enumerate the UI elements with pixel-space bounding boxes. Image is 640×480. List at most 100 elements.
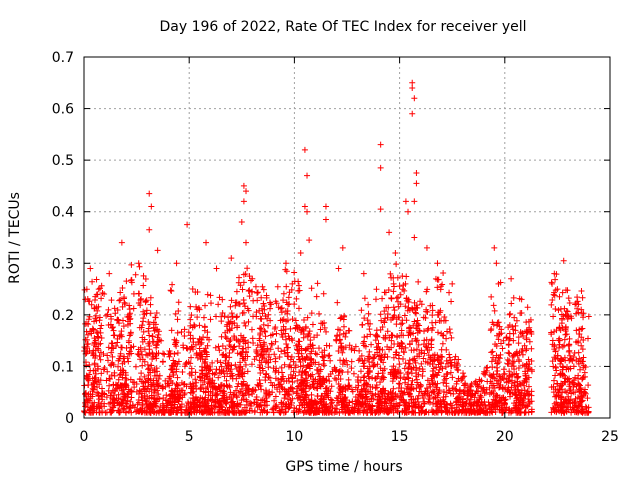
data-point bbox=[183, 345, 190, 352]
data-point bbox=[398, 339, 405, 346]
data-point bbox=[405, 208, 412, 215]
data-point bbox=[127, 388, 134, 395]
data-point bbox=[264, 345, 271, 352]
data-point bbox=[366, 326, 373, 333]
data-point bbox=[189, 380, 196, 387]
data-point bbox=[282, 336, 289, 343]
data-point bbox=[219, 296, 226, 303]
data-point bbox=[271, 351, 278, 358]
data-point bbox=[381, 289, 388, 296]
data-point bbox=[236, 338, 243, 345]
data-point bbox=[83, 396, 90, 403]
data-point bbox=[424, 377, 431, 384]
data-point bbox=[453, 360, 460, 367]
data-point bbox=[368, 341, 375, 348]
data-point bbox=[548, 409, 555, 416]
data-point bbox=[149, 333, 156, 340]
data-point bbox=[139, 318, 146, 325]
data-point bbox=[391, 307, 398, 314]
data-point bbox=[357, 377, 364, 384]
data-point bbox=[496, 394, 503, 401]
data-point bbox=[278, 376, 285, 383]
data-point bbox=[175, 358, 182, 365]
data-point bbox=[325, 373, 332, 380]
data-point bbox=[399, 340, 406, 347]
data-point bbox=[373, 344, 380, 351]
data-point bbox=[584, 335, 591, 342]
data-point bbox=[455, 409, 462, 416]
data-point bbox=[506, 350, 513, 357]
data-point bbox=[382, 395, 389, 402]
data-point bbox=[413, 325, 420, 332]
data-point bbox=[122, 384, 129, 391]
data-point bbox=[311, 334, 318, 341]
data-point bbox=[358, 307, 365, 314]
data-point bbox=[398, 321, 405, 328]
data-point bbox=[88, 330, 95, 337]
data-point bbox=[515, 365, 522, 372]
data-point bbox=[566, 335, 573, 342]
data-point bbox=[364, 333, 371, 340]
data-point bbox=[194, 288, 201, 295]
data-point bbox=[286, 301, 293, 308]
data-point bbox=[420, 400, 427, 407]
data-point bbox=[580, 314, 587, 321]
data-point bbox=[299, 326, 306, 333]
data-point bbox=[155, 338, 162, 345]
data-point bbox=[439, 365, 446, 372]
data-point bbox=[461, 382, 468, 389]
data-point bbox=[189, 324, 196, 331]
data-point bbox=[130, 305, 137, 312]
data-point bbox=[522, 409, 529, 416]
data-point bbox=[551, 342, 558, 349]
data-point bbox=[340, 357, 347, 364]
data-point bbox=[209, 370, 216, 377]
data-point bbox=[418, 360, 425, 367]
data-point bbox=[393, 349, 400, 356]
data-point bbox=[128, 350, 135, 357]
data-point bbox=[203, 349, 210, 356]
data-point bbox=[488, 293, 495, 300]
data-point bbox=[367, 331, 374, 338]
data-point bbox=[94, 384, 101, 391]
data-point bbox=[489, 364, 496, 371]
data-point bbox=[397, 291, 404, 298]
data-point bbox=[393, 261, 400, 268]
data-point bbox=[95, 286, 102, 293]
data-point bbox=[440, 379, 447, 386]
data-point bbox=[312, 399, 319, 406]
data-point bbox=[110, 327, 117, 334]
data-point bbox=[409, 338, 416, 345]
data-point bbox=[230, 346, 237, 353]
data-point bbox=[226, 326, 233, 333]
data-point bbox=[279, 369, 286, 376]
data-point bbox=[559, 324, 566, 331]
data-point bbox=[256, 376, 263, 383]
data-point bbox=[226, 354, 233, 361]
data-point bbox=[96, 396, 103, 403]
data-point bbox=[334, 408, 341, 415]
data-point bbox=[361, 295, 368, 302]
data-point bbox=[410, 385, 417, 392]
data-point bbox=[244, 265, 251, 272]
data-point bbox=[388, 337, 395, 344]
data-point bbox=[153, 355, 160, 362]
data-point bbox=[222, 334, 229, 341]
data-point bbox=[99, 289, 106, 296]
data-point bbox=[442, 364, 449, 371]
data-point bbox=[416, 388, 423, 395]
data-point bbox=[375, 393, 382, 400]
data-point bbox=[271, 382, 278, 389]
data-point bbox=[373, 286, 380, 293]
data-point bbox=[390, 363, 397, 370]
data-point bbox=[140, 308, 147, 315]
data-point bbox=[163, 392, 170, 399]
data-point bbox=[124, 355, 131, 362]
data-point bbox=[423, 288, 430, 295]
data-point bbox=[527, 316, 534, 323]
data-point bbox=[575, 360, 582, 367]
data-point bbox=[528, 406, 535, 413]
data-point bbox=[146, 338, 153, 345]
data-point bbox=[126, 302, 133, 309]
data-point bbox=[362, 400, 369, 407]
